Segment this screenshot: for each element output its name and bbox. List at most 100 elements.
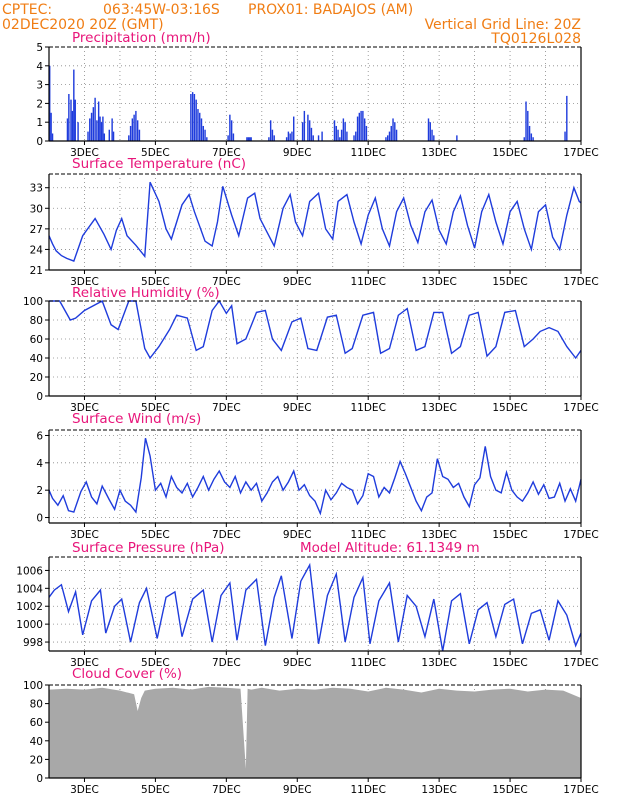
precip-bar (385, 137, 387, 141)
precip-bar (355, 131, 357, 141)
wind-panel: 0 2 4 6 3DEC 5DEC 7DEC 9DEC 11DEC 13DEC 15DEC 17DEC (36, 429, 599, 541)
precip-bar (363, 118, 366, 141)
humidity-xtick-label: 7DEC (212, 402, 241, 414)
precip-bar (108, 129, 111, 141)
pressure-ytick-label: 998 (23, 637, 43, 649)
precip-bar (312, 135, 314, 141)
precip-bar (365, 125, 368, 141)
wind-xtick-label: 5DEC (141, 529, 170, 541)
humidity-panel: 0 20 40 60 80 100 3DEC 5DEC 7DEC 9DEC 11DEC 13DEC 15… (23, 296, 599, 414)
humidity-line (49, 299, 582, 360)
pressure-xtick-label: 3DEC (70, 657, 99, 669)
precip-ytick-label: 2 (36, 98, 43, 110)
wind-ytick-label: 2 (36, 485, 43, 497)
precip-xtick-label: 5DEC (141, 147, 170, 159)
precip-bar (386, 135, 389, 141)
header-source: CPTEC: (2, 2, 52, 18)
pressure-xtick-label: 15DEC (492, 657, 527, 669)
header-code: TQ0126L028 (490, 31, 581, 47)
temp-line (48, 181, 582, 262)
precip-bar (340, 129, 343, 141)
precip-bar (200, 118, 203, 141)
cloud-ytick-label: 40 (30, 736, 43, 748)
precip-xtick-label: 9DEC (283, 147, 312, 159)
wind-title: Surface Wind (m/s) (72, 411, 201, 427)
humidity-title: Relative Humidity (%) (72, 285, 220, 301)
humidity-ytick-label: 20 (30, 372, 43, 384)
precip-bar (133, 114, 135, 141)
temp-xtick-label: 15DEC (492, 276, 527, 288)
wind-xtick-label: 15DEC (492, 529, 527, 541)
precip-ytick-label: 3 (36, 80, 43, 92)
pressure-xtick-label: 11DEC (350, 657, 385, 669)
precip-title: Precipitation (mm/h) (72, 30, 211, 46)
precip-xtick-label: 7DEC (212, 147, 241, 159)
precip-bar (321, 131, 323, 141)
precip-bar (229, 114, 231, 141)
precip-bar (199, 112, 201, 141)
precip-bar (271, 129, 274, 141)
cloud-xtick-label: 3DEC (70, 784, 99, 796)
cloud-ytick-label: 60 (30, 717, 43, 729)
humidity-xtick-label: 15DEC (492, 402, 527, 414)
precip-bar (339, 137, 341, 141)
header-station: PROX01: BADAJOS (AM) (248, 2, 413, 18)
precip-xtick-label: 11DEC (350, 147, 385, 159)
precip-bar (429, 122, 431, 141)
precip-ytick-label: 0 (36, 136, 43, 148)
precip-bar (100, 122, 103, 141)
pressure-ytick-label: 1002 (16, 601, 43, 613)
precip-ytick-label: 1 (36, 117, 43, 129)
wind-ytick-label: 6 (36, 430, 43, 442)
precip-bar (388, 131, 391, 141)
wind-xtick-label: 3DEC (70, 529, 99, 541)
temp-panel: 21 24 27 30 33 3DEC 5DEC 7DEC 9DEC 11DEC 13DEC 15DE… (30, 173, 599, 288)
precip-bar (358, 112, 361, 141)
precip-bar (66, 118, 69, 141)
precip-bar (96, 120, 98, 141)
pressure-panel: 998 1000 1002 1004 1006 3DEC 5DEC 7DEC 9DEC 11DEC… (16, 556, 599, 669)
cloud-xtick-label: 11DEC (350, 784, 385, 796)
temp-xtick-label: 11DEC (350, 276, 385, 288)
wind-xtick-label: 17DEC (563, 529, 598, 541)
cloud-ytick-label: 100 (23, 680, 43, 692)
precip-bar (230, 120, 233, 141)
precip-bar (523, 137, 525, 141)
cloud-ytick-label: 80 (30, 699, 43, 711)
pressure-xtick-label: 17DEC (563, 657, 598, 669)
pressure-line (48, 562, 582, 652)
precip-bar (68, 94, 70, 141)
precip-bar (532, 137, 534, 141)
precip-bar (293, 116, 295, 141)
precip-bar (269, 120, 272, 141)
precip-bar (70, 99, 72, 141)
temp-ytick-label: 21 (30, 265, 43, 277)
precip-bar (135, 110, 137, 141)
humidity-ytick-label: 40 (30, 353, 43, 365)
precip-bar (307, 114, 309, 141)
precip-bar (202, 125, 204, 141)
precip-bar (390, 125, 392, 141)
cloud-xtick-label: 13DEC (421, 784, 456, 796)
precip-bar (232, 133, 235, 141)
precip-bar (303, 110, 306, 141)
pressure-xtick-label: 5DEC (141, 657, 170, 669)
precip-bar (227, 135, 229, 141)
precip-bar (195, 99, 197, 141)
pressure-title: Surface Pressure (hPa) (72, 540, 225, 556)
humidity-ytick-label: 0 (36, 391, 43, 403)
precip-bar (392, 118, 394, 141)
precip-bar (74, 99, 76, 141)
precip-bar (73, 69, 75, 141)
pressure-ytick-label: 1004 (16, 583, 43, 595)
precip-ytick-label: 4 (36, 61, 43, 73)
precip-xtick-label: 13DEC (421, 147, 456, 159)
precip-bar (111, 118, 113, 141)
temp-xtick-label: 7DEC (212, 276, 241, 288)
precip-bar (346, 131, 348, 141)
precip-bar (97, 101, 100, 141)
cloud-ytick-label: 20 (30, 754, 43, 766)
pressure-xtick-label: 9DEC (283, 657, 312, 669)
cloud-panel: 0 20 40 60 80 100 3DEC 5DEC 7DEC 9DEC 11DEC 13DEC 15… (23, 680, 599, 796)
precip-bar (353, 135, 355, 141)
